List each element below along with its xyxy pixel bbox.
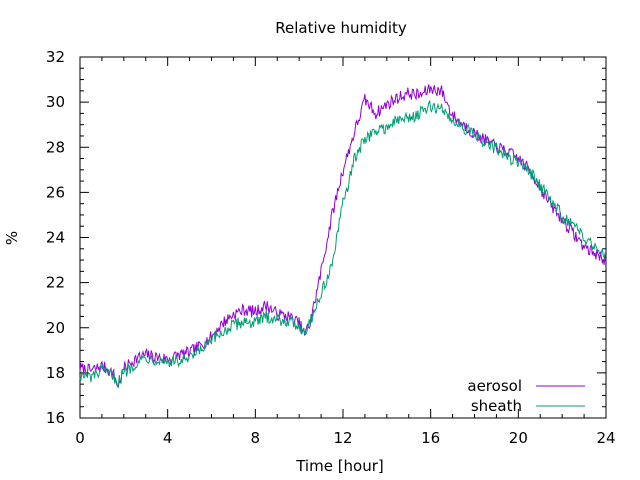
x-tick-label: 0 (75, 429, 85, 447)
x-tick-label: 4 (163, 429, 173, 447)
y-tick-label: 20 (46, 319, 65, 337)
y-tick-label: 26 (46, 183, 65, 201)
y-axis-label: % (3, 231, 21, 245)
chart-title: Relative humidity (275, 19, 407, 37)
y-tick-label: 16 (46, 409, 65, 427)
x-tick-label: 24 (596, 429, 615, 447)
series-line-aerosol (79, 84, 607, 388)
series-line-sheath (79, 99, 607, 388)
x-tick-label: 8 (251, 429, 261, 447)
legend-label-sheath: sheath (471, 397, 522, 415)
x-axis-label: Time [hour] (295, 457, 384, 475)
axis-ticks: 0 4 8 12 16 20 24 16 18 20 22 24 26 28 30 32 (46, 48, 616, 447)
legend: aerosol sheath (467, 377, 585, 415)
x-tick-label: 16 (421, 429, 440, 447)
y-tick-label: 24 (46, 229, 65, 247)
series-layer (79, 84, 607, 388)
x-tick-label: 20 (509, 429, 528, 447)
y-tick-label: 32 (46, 48, 65, 66)
y-tick-label: 22 (46, 274, 65, 292)
y-tick-label: 30 (46, 93, 65, 111)
legend-label-aerosol: aerosol (467, 377, 522, 395)
y-tick-label: 28 (46, 138, 65, 156)
y-tick-label: 18 (46, 364, 65, 382)
x-tick-label: 12 (333, 429, 352, 447)
